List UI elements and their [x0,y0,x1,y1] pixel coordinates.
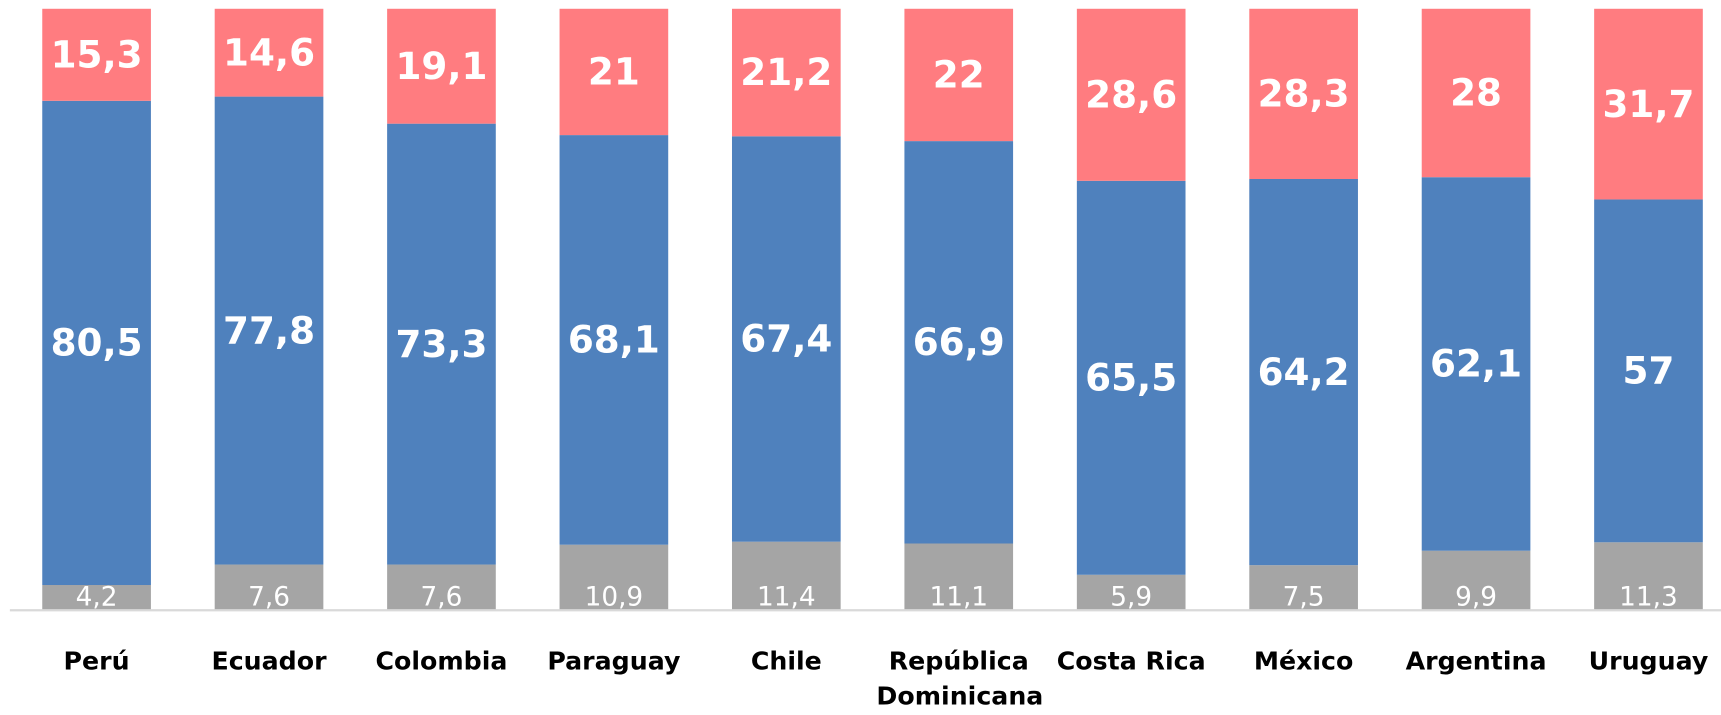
value-label: 7,6 [421,583,463,613]
bar-segment [559,544,669,611]
value-label: 28 [1450,71,1502,115]
bar-segment [1421,550,1531,611]
value-label: 80,5 [51,321,143,365]
value-label: 15,3 [51,32,143,76]
bar-segment [731,541,841,611]
x-tick-label: Ecuador [211,647,327,677]
value-label: 21 [588,50,640,94]
bar-segment [1594,8,1703,200]
x-tick-label: Uruguay [1588,647,1709,677]
value-label: 68,1 [568,318,660,362]
value-label: 21,2 [740,50,832,94]
bar-segment [559,8,669,136]
bar-segment [387,564,496,611]
bar-segment [387,123,496,565]
value-label: 28,3 [1258,72,1350,116]
value-label: 11,3 [1619,583,1678,613]
x-tick-label: Argentina [1405,647,1547,677]
bar-segment [731,8,841,137]
bar-segment [1594,199,1703,543]
value-label: 73,3 [395,322,487,366]
value-label: 31,7 [1602,82,1694,126]
value-label: 77,8 [223,308,315,352]
bar-segment [1421,8,1531,178]
value-label: 28,6 [1085,72,1177,116]
value-label: 14,6 [223,30,315,74]
bar-segment [1076,574,1186,611]
value-label: 66,9 [913,320,1005,364]
value-label: 7,5 [1283,583,1325,613]
value-label: 11,1 [929,583,988,613]
bar-segment [1249,565,1358,611]
x-tick-label: Colombia [375,647,508,677]
bar-segment [387,8,496,124]
bar-segment [1076,8,1186,181]
bar-segment [731,136,841,542]
bar-segment [904,543,1014,611]
value-label: 64,2 [1258,350,1350,394]
bar-segment [42,100,151,586]
bar-segment [904,141,1014,544]
x-tick-label: Perú [63,647,130,677]
bar-segment [1249,179,1358,566]
value-label: 4,2 [76,583,118,613]
bar-segment [214,8,324,97]
value-label: 9,9 [1455,583,1497,613]
x-tick-label: Paraguay [547,647,681,677]
x-tick-label: Costa Rica [1056,647,1206,677]
x-tick-label: Chile [750,647,822,677]
bar-segment [42,585,151,611]
x-tick-label: México [1253,647,1354,677]
value-label: 19,1 [395,44,487,88]
value-label: 62,1 [1430,342,1522,386]
value-label: 67,4 [740,317,832,361]
value-label: 10,9 [585,583,644,613]
value-label: 5,9 [1110,583,1152,613]
bar-segment [42,8,151,101]
bar-segment [1076,180,1186,575]
bar-segment [559,135,669,545]
value-label: 57 [1623,349,1675,393]
bar-segment [904,8,1014,142]
bar-segment [214,96,324,565]
value-label: 7,6 [248,583,290,613]
bar-segment [1421,177,1531,551]
value-label: 65,5 [1085,355,1177,399]
bar-segment [214,564,324,611]
bar-segment [1594,542,1703,611]
x-tick-label: República Dominicana [876,647,1044,712]
value-label: 11,4 [757,583,816,613]
value-label: 22 [933,53,985,97]
bar-segment [1249,8,1358,180]
